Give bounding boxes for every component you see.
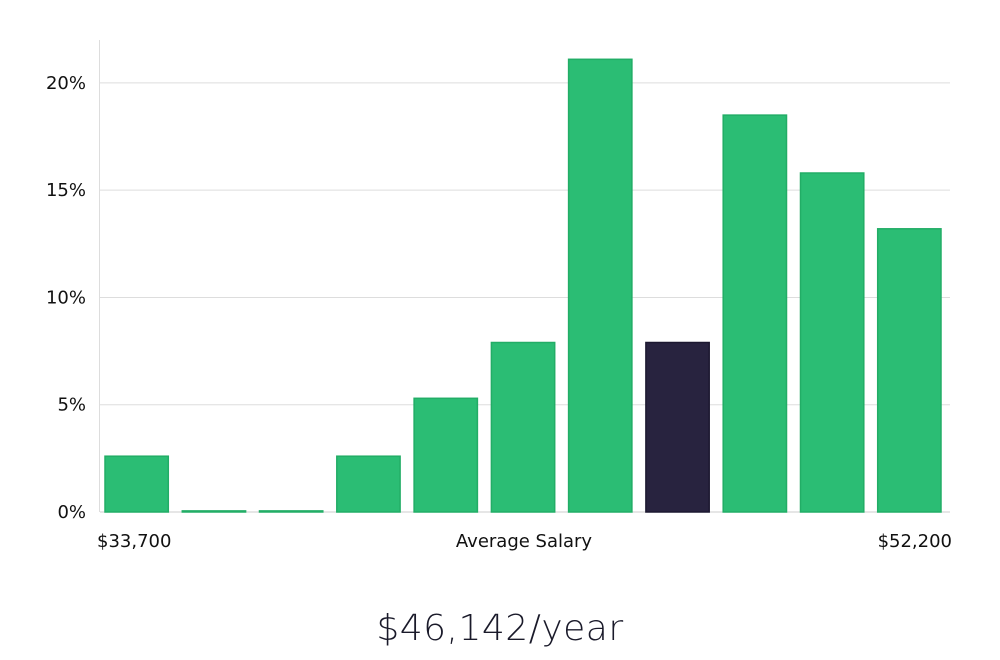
average-salary-value: $46,142/year — [376, 608, 624, 649]
bar-3 — [336, 455, 401, 513]
y-axis-ticks: 0% 5% 10% 15% 20% — [46, 73, 86, 523]
y-tick-label-2: 10% — [46, 287, 86, 308]
y-tick-label-4: 20% — [46, 73, 86, 94]
bars — [104, 58, 942, 513]
bar-4 — [413, 397, 479, 513]
bar-0 — [104, 455, 170, 513]
bar-8 — [722, 114, 788, 513]
bar-1 — [181, 510, 247, 513]
y-tick-label-3: 15% — [46, 180, 86, 201]
bar-9 — [799, 172, 865, 513]
bar-10 — [876, 228, 942, 513]
x-axis-label: Average Salary — [456, 531, 593, 552]
bar-2 — [258, 510, 324, 513]
y-tick-label-0: 0% — [57, 502, 86, 523]
x-max-label: $52,200 — [878, 531, 952, 552]
y-tick-label-1: 5% — [57, 395, 86, 416]
x-min-label: $33,700 — [97, 531, 171, 552]
bar-5 — [490, 341, 556, 513]
bar-highlighted — [645, 341, 710, 513]
bar-6 — [567, 58, 633, 513]
